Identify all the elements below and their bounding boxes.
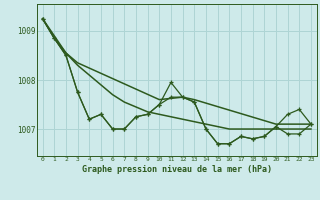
X-axis label: Graphe pression niveau de la mer (hPa): Graphe pression niveau de la mer (hPa): [82, 165, 272, 174]
